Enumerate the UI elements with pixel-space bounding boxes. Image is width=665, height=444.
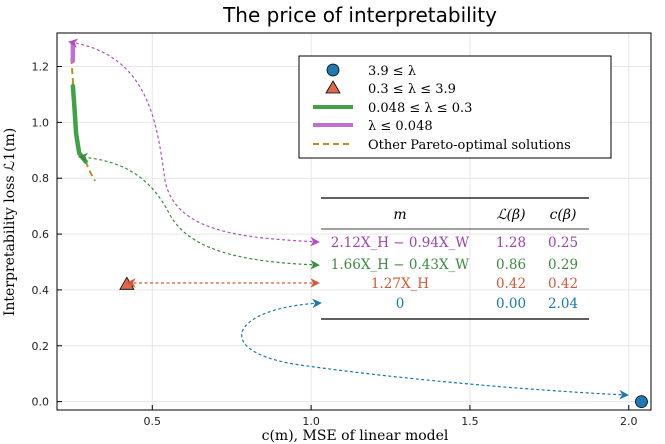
x-tick-label: 0.5 (144, 415, 162, 428)
table-cell-cost-2: 0.42 (548, 276, 578, 292)
table-cell-cost-0: 0.25 (548, 235, 578, 251)
x-tick-label: 2.0 (620, 415, 638, 428)
chart-title: The price of interpretability (222, 3, 497, 27)
axis-ticks: 0.5 1.0 1.5 2.0 0.0 0.2 0.4 0.6 0.8 1.0 1.2 (32, 61, 638, 428)
legend-label-4: Other Pareto-optimal solutions (368, 138, 571, 153)
y-tick-label: 1.2 (32, 61, 50, 74)
y-tick-label: 1.0 (32, 116, 50, 129)
arrow-purple-annotation (68, 38, 320, 247)
x-axis-label: c(m), MSE of linear model (262, 428, 449, 444)
table-cell-m-3: 0 (396, 296, 405, 312)
table-cell-m-2: 1.27X_H (371, 276, 429, 292)
series-thick-line (70, 83, 88, 164)
table-header-m: m (393, 207, 406, 223)
table-cell-loss-2: 0.42 (496, 276, 526, 292)
legend-label-3: λ ≤ 0.048 (368, 119, 433, 134)
table-cell-m-0: 2.12X_H − 0.94X_W (331, 235, 470, 251)
x-tick-label: 1.0 (302, 415, 320, 428)
legend-label-1: 0.3 ≤ λ ≤ 3.9 (368, 82, 456, 97)
y-tick-label: 0.6 (32, 228, 50, 241)
y-tick-label: 0.2 (32, 340, 50, 353)
y-tick-label: 0.8 (32, 172, 50, 185)
y-tick-label: 0.4 (32, 284, 50, 297)
y-tick-label: 0.0 (32, 396, 50, 409)
table-cell-m-1: 1.66X_H − 0.43X_W (331, 257, 470, 273)
legend-marker-triangle (325, 80, 341, 94)
table-cell-cost-1: 0.29 (548, 257, 578, 273)
arrow-blue-annotation (241, 298, 629, 400)
legend-label-0: 3.9 ≤ λ (368, 64, 416, 79)
table-cell-loss-1: 0.86 (496, 257, 526, 273)
table-header-cost: c(β) (550, 207, 577, 223)
table-header-loss: ℒ(β) (496, 207, 525, 223)
table-cell-loss-0: 1.28 (496, 235, 526, 251)
y-axis-label: Interpretability loss ℒ1(m) (2, 128, 18, 316)
table-cell-cost-3: 2.04 (548, 296, 578, 312)
legend-label-2: 0.048 ≤ λ ≤ 0.3 (368, 101, 472, 116)
plot-frame (56, 32, 652, 411)
data-point-circle (635, 395, 648, 409)
solutions-table: m ℒ(β) c(β) 2.12X_H − 0.94X_W 1.28 0.25 … (321, 197, 589, 320)
table-cell-loss-3: 0.00 (496, 296, 526, 312)
legend-marker-circle (326, 63, 340, 77)
x-tick-label: 1.5 (461, 415, 479, 428)
data-point-triangle (119, 276, 135, 290)
arrow-green-annotation (78, 152, 320, 270)
legend: 3.9 ≤ λ 0.3 ≤ λ ≤ 3.9 0.048 ≤ λ ≤ 0.3 λ … (298, 55, 612, 159)
annotation-arrows (68, 38, 629, 400)
